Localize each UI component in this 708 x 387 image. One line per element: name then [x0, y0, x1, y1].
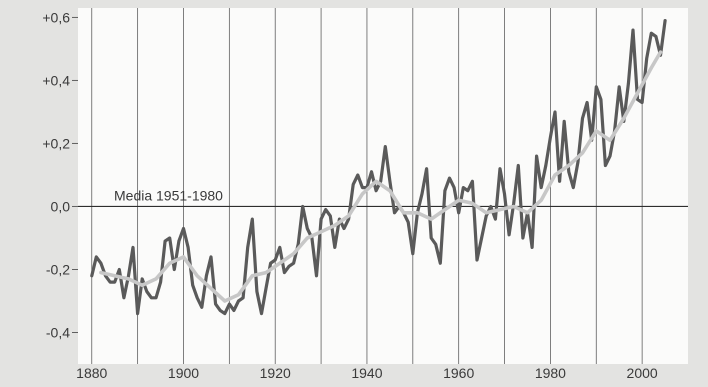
x-tick-label-2000: 2000: [627, 365, 658, 381]
x-tick-label-1960: 1960: [443, 365, 474, 381]
x-tick-label-1880: 1880: [76, 365, 107, 381]
x-tick-label-1980: 1980: [535, 365, 566, 381]
y-tick-label-+0,4: +0,4: [42, 72, 70, 88]
y-tick-label-+0,6: +0,6: [42, 9, 70, 25]
annual-series-line: [90, 19, 667, 316]
y-tick-label--0,2: -0,2: [46, 261, 70, 277]
y-tick-label-0,0: 0,0: [51, 198, 71, 214]
x-tick-label-1900: 1900: [168, 365, 199, 381]
smoothed-series-line: [99, 50, 663, 303]
x-tick-label-1940: 1940: [351, 365, 382, 381]
baseline-annotation: Media 1951-1980: [114, 187, 223, 203]
x-tick-label-1920: 1920: [260, 365, 291, 381]
y-tick-label--0,4: -0,4: [46, 324, 70, 340]
y-tick-label-+0,2: +0,2: [42, 135, 70, 151]
